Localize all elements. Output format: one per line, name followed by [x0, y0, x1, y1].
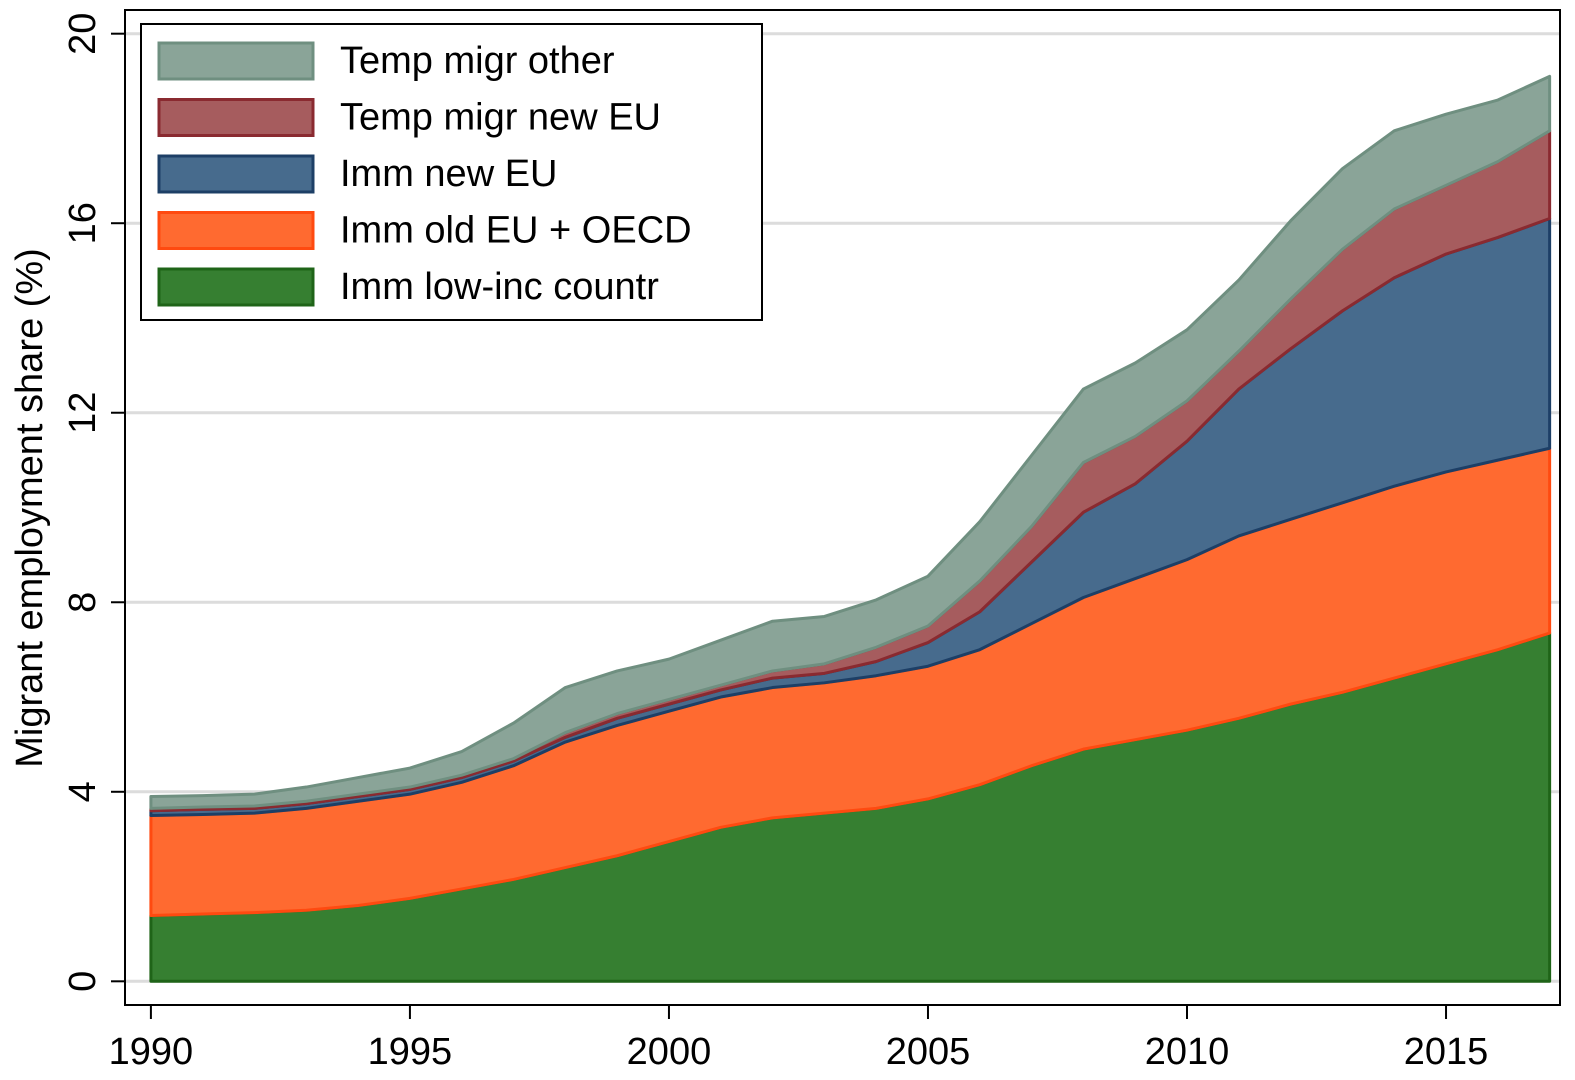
- legend: Temp migr other Temp migr new EU Imm new E…: [140, 23, 763, 321]
- x-tick-label: 2015: [1404, 1031, 1489, 1073]
- y-tick-label: 12: [62, 392, 104, 434]
- x-tick-label: 1995: [368, 1031, 453, 1073]
- plot-frame: [124, 9, 1561, 1006]
- x-tick-label: 2005: [886, 1031, 971, 1073]
- y-tick-label: 8: [62, 592, 104, 613]
- y-axis-title: Migrant employment share (%): [9, 248, 51, 768]
- legend-swatch: [157, 41, 315, 81]
- x-tick-label: 2000: [627, 1031, 712, 1073]
- legend-swatch: [157, 211, 315, 250]
- legend-swatch: [157, 98, 315, 137]
- legend-label: Temp migr new EU: [340, 97, 661, 139]
- y-tick-label: 0: [62, 971, 104, 992]
- legend-label: Temp migr other: [340, 40, 615, 82]
- legend-swatch: [157, 267, 315, 307]
- legend-swatch: [157, 154, 315, 194]
- x-tick-label: 1990: [109, 1031, 194, 1073]
- y-tick-label: 20: [62, 13, 104, 55]
- x-tick-label: 2010: [1145, 1031, 1230, 1073]
- y-tick-label: 16: [62, 202, 104, 244]
- legend-label: Imm new EU: [340, 153, 557, 195]
- area: [149, 74, 1552, 810]
- legend-label: Imm low-inc countr: [340, 266, 659, 308]
- legend-label: Imm old EU + OECD: [340, 210, 692, 252]
- y-tick-label: 4: [62, 781, 104, 802]
